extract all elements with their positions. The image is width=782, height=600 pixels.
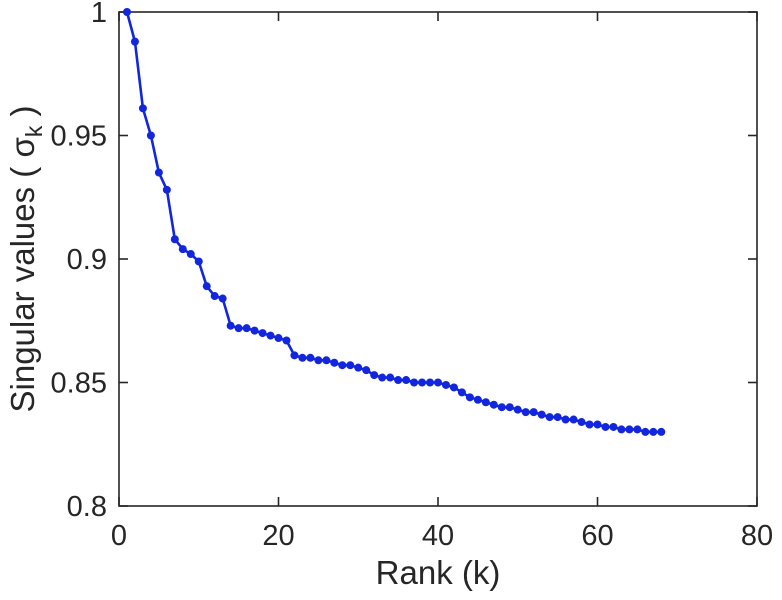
data-point [258,329,267,338]
data-point [362,366,371,375]
data-point [537,410,546,419]
data-point [649,427,658,436]
data-point [162,185,171,194]
data-point [633,425,642,434]
data-point [394,376,403,385]
data-point [194,257,203,266]
data-point [402,376,411,385]
data-point [202,282,211,291]
data-point [410,378,419,387]
data-point [370,371,379,380]
data-point [617,425,626,434]
x-axis-label: Rank (k) [376,554,501,591]
data-point [226,321,235,330]
data-point [330,358,339,367]
data-point [122,8,131,16]
data-point [553,413,562,422]
data-point [601,422,610,431]
data-point [545,413,554,422]
data-point [386,373,395,382]
data-point [146,131,155,140]
data-point [529,408,538,417]
data-point [473,395,482,404]
data-point [441,380,450,389]
data-point [298,353,307,362]
x-tick-label: 40 [422,520,454,552]
data-point [186,250,195,259]
data-point [489,400,498,409]
data-point [585,420,594,429]
data-point [378,373,387,382]
data-point [434,378,442,387]
data-point [250,326,259,335]
x-tick-label: 60 [581,520,613,552]
data-point [338,361,347,370]
data-point [593,420,602,429]
y-tick-label: 0.8 [67,491,107,523]
y-tick-label: 1 [91,0,107,29]
data-point [266,331,275,340]
data-point [561,415,570,424]
data-point [274,334,283,343]
data-point [242,324,251,333]
data-line [125,10,663,434]
data-point [625,425,634,434]
data-point [210,292,219,301]
x-tick-label: 80 [741,520,773,552]
data-point [178,245,187,254]
data-point [521,408,530,417]
data-point [418,378,427,387]
data-point [130,37,139,46]
y-tick-label: 0.9 [67,244,107,276]
data-point [449,383,458,392]
data-point [426,378,435,387]
data-point [457,388,466,397]
data-point [138,104,147,113]
data-point [306,353,315,362]
data-point [170,235,179,244]
data-point [641,427,650,436]
data-point [234,324,243,333]
data-point [322,356,331,365]
y-axis-label: Singular values ( σk ) [4,106,47,413]
data-point [154,168,163,177]
data-point [577,418,586,427]
data-point [481,398,490,407]
data-point [218,294,227,303]
x-tick-label: 0 [111,520,127,552]
x-tick-label: 20 [262,520,294,552]
data-point [505,403,514,412]
data-point [569,415,578,424]
data-point [465,393,474,402]
data-point [290,351,299,360]
y-tick-label: 0.95 [51,121,107,153]
data-point [282,336,291,345]
data-point [346,361,355,370]
data-point [354,363,363,372]
data-point [657,427,666,436]
data-point [497,403,506,412]
data-point [314,356,323,365]
data-point [513,405,522,414]
y-tick-label: 0.85 [51,368,107,400]
data-point [609,422,618,431]
